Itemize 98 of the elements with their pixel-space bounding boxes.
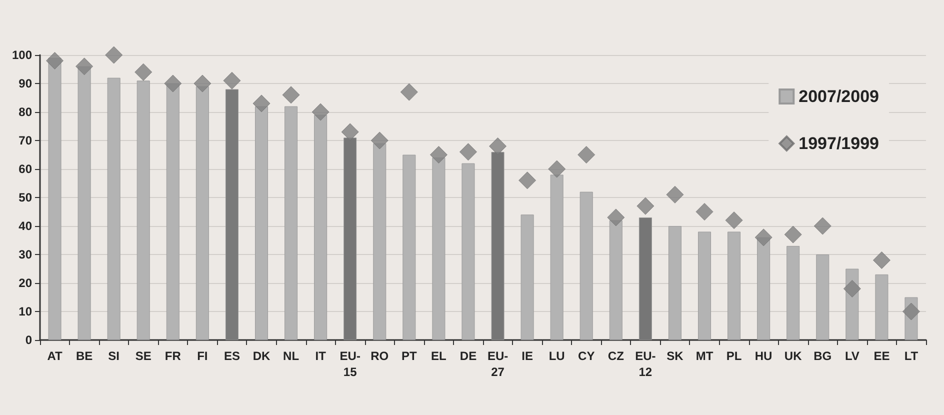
y-tick-label: 60 [18, 162, 32, 176]
y-tick-label: 80 [18, 105, 32, 119]
x-tick-label: BE [76, 349, 93, 363]
legend-label: 2007/2009 [798, 87, 880, 106]
point [400, 83, 418, 101]
bar [432, 158, 446, 340]
point [814, 217, 832, 235]
x-tick-label: AT [47, 349, 63, 363]
x-tick-label: EU-15 [340, 349, 360, 379]
point [223, 72, 241, 90]
point [164, 74, 182, 92]
x-tick-label: CY [578, 349, 595, 363]
x-tick-label: FR [164, 349, 182, 363]
point [341, 123, 359, 141]
legend-label: 1997/1999 [798, 134, 880, 153]
point [370, 132, 388, 150]
y-tick-label: 20 [18, 276, 32, 290]
x-tick-label: LT [904, 349, 919, 363]
bar [107, 78, 120, 340]
bar [284, 106, 298, 340]
point [636, 197, 654, 215]
x-tick-label: EE [874, 349, 890, 363]
point [489, 137, 507, 155]
x-tick-label: EL [431, 349, 446, 363]
x-tick-label: IE [522, 349, 533, 363]
point [696, 203, 714, 220]
x-tick-label: ES [224, 349, 240, 363]
bar [373, 143, 386, 340]
x-tick-label: DK [252, 349, 270, 363]
point [872, 251, 890, 269]
bar [550, 174, 564, 340]
bar [314, 114, 328, 340]
point [784, 226, 802, 244]
bar [48, 58, 62, 340]
x-tick-label: BG [814, 349, 832, 363]
point [430, 146, 448, 164]
point [607, 208, 625, 226]
bar [520, 214, 534, 340]
bar [757, 237, 770, 340]
point [105, 46, 123, 64]
bar [816, 254, 830, 340]
bar [462, 163, 475, 340]
bar [78, 66, 91, 340]
x-tick-label: SE [135, 349, 152, 363]
y-tick-label: 70 [18, 134, 32, 148]
point [194, 74, 212, 92]
point [548, 160, 566, 178]
bar [609, 220, 622, 340]
x-tick-label: DE [460, 349, 477, 363]
point [578, 146, 596, 164]
bar [875, 274, 888, 340]
x-tick-label: HU [754, 349, 772, 363]
x-tick-label: LU [548, 349, 565, 363]
x-tick-label: CZ [608, 349, 624, 363]
bar [786, 246, 800, 340]
y-tick-label: 30 [18, 248, 32, 262]
point [459, 143, 477, 161]
y-tick-label: 40 [18, 219, 32, 233]
bar [402, 154, 416, 340]
point [46, 52, 64, 70]
bar [255, 106, 268, 340]
point [282, 86, 300, 104]
bar [698, 232, 711, 340]
bar [668, 226, 682, 340]
point [518, 172, 536, 190]
point [754, 228, 772, 246]
bar [196, 86, 209, 340]
x-tick-label: SK [666, 349, 684, 363]
x-tick-label: PT [401, 349, 418, 363]
x-tick-label: EU-12 [635, 349, 656, 379]
y-tick-label: 50 [18, 190, 32, 204]
x-tick-label: PL [726, 349, 742, 363]
x-tick-label: NL [283, 349, 300, 363]
point [134, 63, 152, 81]
x-tick-label: MT [696, 349, 714, 363]
point [252, 94, 270, 112]
x-tick-label: RO [370, 349, 389, 363]
bar [136, 80, 150, 340]
y-tick-label: 10 [18, 304, 32, 318]
x-tick-label: IT [315, 349, 327, 363]
x-tick-label: UK [784, 349, 802, 363]
point [843, 280, 861, 298]
bar [728, 232, 741, 340]
x-tick-label: FI [197, 349, 208, 363]
point [725, 212, 743, 230]
x-tick-label: EU-27 [487, 349, 508, 379]
bar [166, 84, 180, 340]
bar [638, 217, 652, 340]
y-tick-label: 0 [25, 333, 32, 347]
y-tick-label: 100 [12, 48, 32, 62]
x-tick-label: SI [108, 349, 120, 363]
point [312, 103, 330, 121]
point [76, 58, 94, 76]
x-tick-label: LV [844, 349, 860, 363]
y-tick-label: 90 [18, 76, 32, 90]
point [666, 186, 684, 204]
point [902, 302, 920, 320]
bar [580, 192, 593, 340]
